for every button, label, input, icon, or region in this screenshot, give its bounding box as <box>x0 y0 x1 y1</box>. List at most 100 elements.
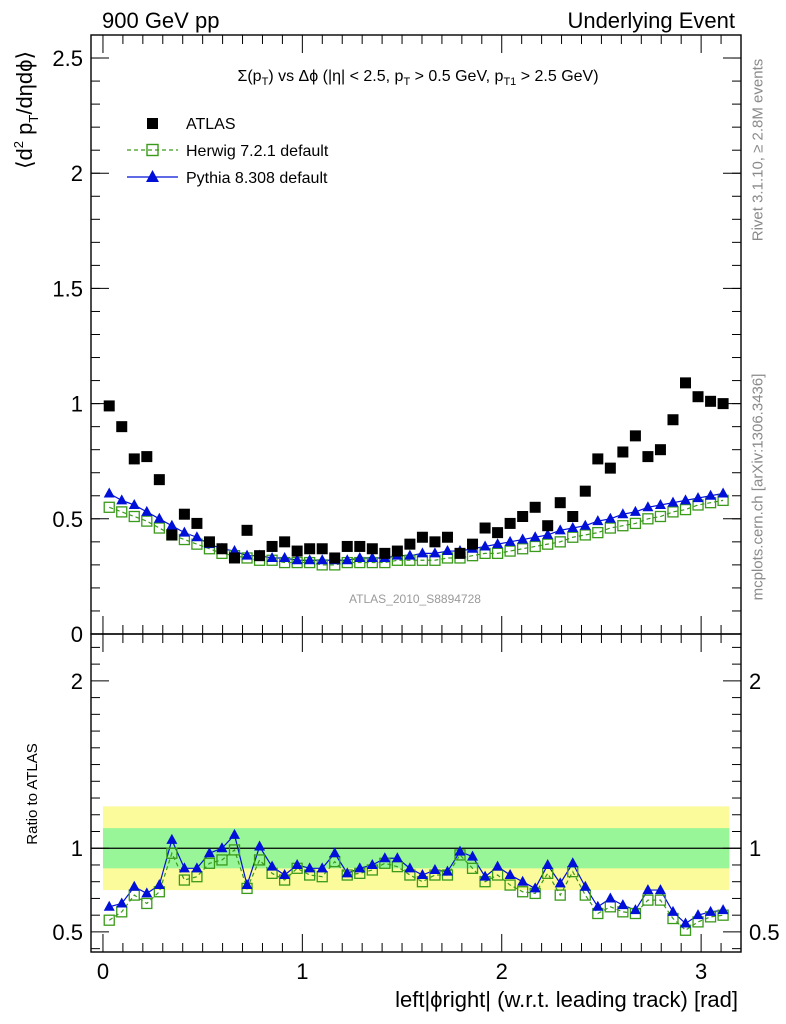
x-tick-label: 1 <box>296 959 308 984</box>
pythia-point <box>354 551 366 562</box>
atlas-point <box>103 400 115 412</box>
legend-atlas: ATLAS <box>147 116 236 133</box>
pythia-point <box>529 531 541 542</box>
atlas-point <box>642 451 654 463</box>
pythia-point <box>479 540 491 551</box>
legend-pythia-marker <box>146 170 159 182</box>
atlas-point <box>254 550 266 562</box>
analysis-watermark: ATLAS_2010_S8894728 <box>349 592 481 606</box>
ratio-y-tick-label: 2 <box>71 669 83 694</box>
pythia-point <box>153 512 165 523</box>
pythia-point <box>667 496 679 507</box>
legend-herwig-label: Herwig 7.2.1 default <box>186 143 329 160</box>
pythia-point <box>705 489 717 500</box>
atlas-point <box>504 517 516 529</box>
ratio-pythia-point <box>667 905 679 916</box>
atlas-point <box>705 395 717 407</box>
pythia-point <box>366 551 378 562</box>
herwig-point <box>679 503 692 516</box>
pythia-point <box>542 528 554 539</box>
ratio-pythia-point <box>504 869 516 880</box>
herwig-point <box>517 543 529 555</box>
pythia-point <box>567 522 579 533</box>
atlas-point <box>203 536 215 548</box>
atlas-point <box>629 430 641 442</box>
ratio-pythia-point <box>429 863 441 874</box>
pythia-point <box>642 501 654 512</box>
pythia-point <box>291 554 303 565</box>
atlas-point <box>542 520 554 532</box>
ratio-y-tick-label: 0.5 <box>52 920 83 945</box>
rivet-version-label: Rivet 3.1.10, ≥ 2.8M events <box>749 58 767 242</box>
atlas-point <box>429 536 441 548</box>
atlas-point <box>241 524 253 536</box>
legend-atlas-marker <box>147 118 158 129</box>
atlas-point <box>341 540 353 552</box>
main-y-tick-label: 0.5 <box>52 507 83 532</box>
ratio-herwig-point <box>517 886 529 898</box>
ratio-pythia-point <box>391 852 403 863</box>
main-plot-marks <box>103 377 729 571</box>
pythia-point <box>316 554 328 565</box>
ratio-pythia-point <box>654 884 666 895</box>
herwig-point <box>103 501 115 513</box>
ratio-pythia-point <box>266 860 278 871</box>
ratio-pythia-point <box>517 875 529 886</box>
ratio-pythia-point <box>680 917 692 928</box>
herwig-point <box>604 522 616 534</box>
x-axis-label: left|ϕright| (w.r.t. leading track) [rad… <box>395 987 738 1012</box>
atlas-point <box>354 540 366 552</box>
ratio-pythia-point <box>141 887 153 898</box>
pythia-point <box>266 551 278 562</box>
pythia-point <box>404 549 416 560</box>
pythia-point <box>103 487 115 498</box>
herwig-point <box>567 531 579 543</box>
ratio-pythia-point <box>592 900 604 911</box>
ratio-pythia-point <box>467 850 479 861</box>
ratio-herwig-point <box>504 879 516 891</box>
pythia-point <box>504 535 516 546</box>
pythia-point <box>579 519 591 530</box>
atlas-point <box>617 446 629 458</box>
atlas-point <box>291 545 303 557</box>
atlas-point <box>454 547 466 559</box>
ratio-herwig-point <box>642 894 654 906</box>
x-tick-label: 3 <box>695 959 707 984</box>
pythia-point <box>241 549 253 560</box>
ratio-pythia-point <box>341 867 353 878</box>
herwig-point <box>617 520 629 532</box>
ratio-axes: 0.5 0.5 1 1 2 2 0 1 2 3 <box>52 634 780 984</box>
pythia-point <box>191 531 203 542</box>
ratio-pythia-point <box>554 877 566 888</box>
legend-pythia-label: Pythia 8.308 default <box>186 170 328 187</box>
atlas-point <box>604 462 616 474</box>
atlas-point <box>554 497 566 509</box>
herwig-point <box>153 522 165 534</box>
atlas-point <box>579 485 591 497</box>
main-y-tick-label: 2.5 <box>52 46 83 71</box>
atlas-point <box>166 529 178 541</box>
ratio-panel-frame <box>90 633 742 953</box>
ratio-pythia-point <box>604 892 616 903</box>
ratio-herwig-point <box>554 889 566 901</box>
main-y-tick-label: 2 <box>71 161 83 186</box>
ratio-herwig-point <box>203 857 216 869</box>
ratio-pythia-point <box>416 869 428 880</box>
ratio-pythia-point <box>128 880 140 891</box>
ratio-panel: 0.5 0.5 1 1 2 2 0 1 2 3 Ratio to ATLAS left|ϕrigh… <box>24 633 780 1012</box>
herwig-point <box>579 529 591 541</box>
atlas-point <box>592 453 604 465</box>
ratio-y-tick-label-right: 2 <box>749 669 761 694</box>
pythia-point <box>141 505 153 516</box>
ratio-pythia-point <box>579 880 591 891</box>
ratio-y-tick-label: 1 <box>71 836 83 861</box>
ratio-y-tick-label-right: 0.5 <box>749 920 780 945</box>
ratio-pythia-point <box>166 833 178 844</box>
herwig-point <box>667 506 679 518</box>
pythia-point <box>416 547 428 558</box>
atlas-point <box>316 543 328 555</box>
atlas-point <box>492 527 504 539</box>
pythia-point <box>554 524 566 535</box>
herwig-point <box>592 526 604 539</box>
